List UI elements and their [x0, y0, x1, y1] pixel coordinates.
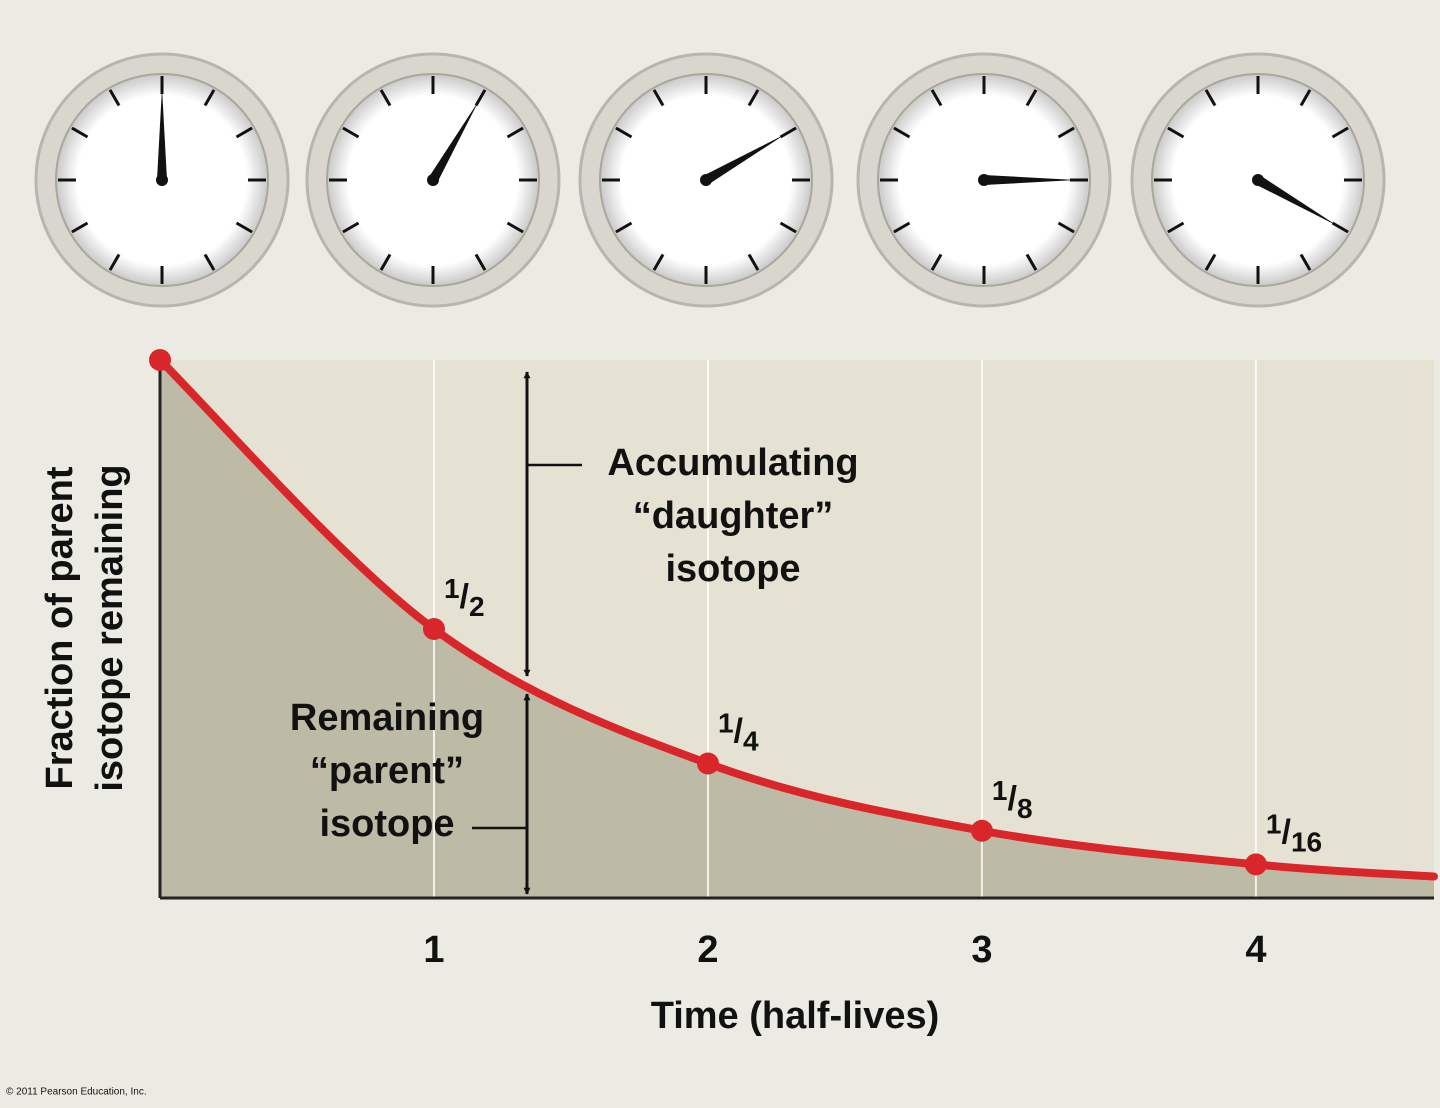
- data-point: [422, 618, 445, 640]
- clock-tick: [203, 89, 216, 107]
- clock-tick: [1299, 253, 1312, 271]
- x-tick-label: 4: [1245, 929, 1266, 971]
- data-point: [970, 819, 993, 842]
- clock-tick: [506, 126, 524, 139]
- value-label: 1/8: [992, 775, 1033, 824]
- x-axis-label: Time (half-lives): [651, 995, 940, 1037]
- clock-tick: [893, 126, 911, 139]
- clock-tick: [108, 253, 121, 271]
- clock-hand: [984, 175, 1076, 185]
- clock-tick: [1299, 89, 1312, 107]
- clock-tick: [615, 126, 633, 139]
- clock-tick: [379, 253, 392, 271]
- clocks: [34, 52, 1386, 308]
- data-point: [1244, 853, 1267, 876]
- clock-hub: [156, 174, 168, 186]
- clock-tick: [615, 221, 633, 234]
- clock-tick: [71, 221, 89, 234]
- clock-tick: [1057, 126, 1075, 139]
- clock-hand: [703, 134, 786, 185]
- clock-hand: [157, 88, 167, 180]
- copyright: © 2011 Pearson Education, Inc.: [6, 1087, 147, 1098]
- clock-hub: [978, 174, 990, 186]
- parent-label: Remaining: [290, 697, 484, 739]
- x-tick-label: 3: [971, 929, 992, 971]
- parent-label: isotope: [319, 803, 454, 845]
- x-tick-label: 1: [423, 929, 444, 971]
- clock-tick: [1057, 221, 1075, 234]
- y-axis-label: Fraction of parent: [39, 466, 81, 789]
- y-axis-label: isotope remaining: [89, 464, 131, 791]
- clock-tick: [342, 126, 360, 139]
- clock-tick: [779, 221, 797, 234]
- clock-tick: [342, 221, 360, 234]
- clock-tick: [930, 89, 943, 107]
- clock-tick: [652, 253, 665, 271]
- data-point: [149, 349, 171, 371]
- clock-tick: [652, 89, 665, 107]
- clock-tick: [747, 89, 760, 107]
- clock-tick: [235, 221, 253, 234]
- annotations: Accumulating “daughter” isotope Remainin…: [290, 371, 859, 895]
- clock-tick: [379, 89, 392, 107]
- value-label: 1/4: [718, 708, 759, 757]
- clock-tick: [930, 253, 943, 271]
- clock-tick: [1025, 89, 1038, 107]
- clock-tick: [235, 126, 253, 139]
- parent-label: “parent”: [310, 750, 464, 792]
- clock-hand: [428, 100, 479, 183]
- clock-hub: [1252, 174, 1264, 186]
- daughter-label: “daughter”: [633, 495, 834, 537]
- data-point: [696, 752, 719, 775]
- clock-hub: [700, 174, 712, 186]
- clock-tick: [747, 253, 760, 271]
- plot: 1 2 3 4 1/2 1/4 1/8 1/16: [149, 349, 1438, 971]
- area: [160, 360, 1434, 898]
- clock-tick: [1204, 253, 1217, 271]
- clock-hand: [1255, 175, 1338, 226]
- clock-tick: [1025, 253, 1038, 271]
- clock-tick: [71, 126, 89, 139]
- clock-tick: [474, 253, 487, 271]
- value-label: 1/16: [1266, 809, 1322, 858]
- daughter-label: Accumulating: [607, 442, 858, 484]
- clock-tick: [1167, 126, 1185, 139]
- x-tick-label: 2: [697, 929, 718, 971]
- daughter-label: isotope: [665, 548, 800, 590]
- clock-tick: [1167, 221, 1185, 234]
- clock-tick: [1204, 89, 1217, 107]
- value-label: 1/2: [444, 573, 485, 622]
- clock-tick: [203, 253, 216, 271]
- clock-tick: [108, 89, 121, 107]
- clock-tick: [893, 221, 911, 234]
- clock-hub: [427, 174, 439, 186]
- clock-tick: [506, 221, 524, 234]
- clock-tick: [1331, 126, 1349, 139]
